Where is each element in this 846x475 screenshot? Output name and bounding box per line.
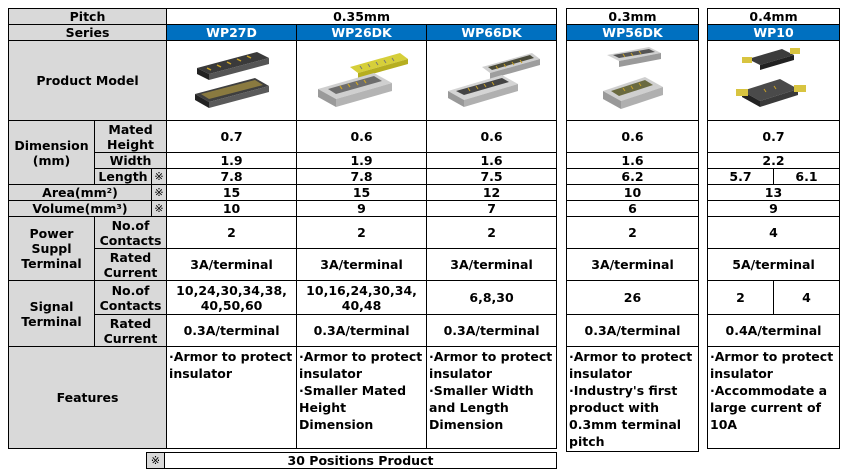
power-contacts-wp66dk: 2 — [426, 216, 558, 249]
width-wp26dk: 1.9 — [296, 152, 428, 169]
signal-contacts-label: No.of Contacts — [93, 280, 168, 315]
spec-table-main: Pitch 0.35mm Series WP27D WP26DK WP66DK … — [7, 8, 558, 449]
volume-mark: ※ — [150, 200, 168, 217]
series-wp66dk: WP66DK — [426, 24, 558, 41]
area-wp26dk: 15 — [296, 184, 428, 201]
signal-current-label: Rated Current — [93, 314, 168, 347]
mated-wp66dk: 0.6 — [426, 120, 558, 153]
product-image-wp10 — [706, 40, 841, 121]
features-wp56dk: ·Armor to protect insulator ·Industry's … — [566, 346, 699, 452]
signal-contacts-wp26dk: 10,16,24,30,34, 40,48 — [296, 280, 428, 315]
spec-table-03: 0.3mm WP56DK 0.6 1.6 — [566, 8, 699, 452]
power-current-wp66dk: 3A/terminal — [426, 248, 558, 281]
area-wp10: 13 — [706, 184, 841, 201]
feature-item: ·Smaller Mated Height Dimension — [299, 383, 407, 432]
signal-contacts-wp66dk: 6,8,30 — [426, 280, 558, 315]
length-label: Length — [94, 168, 152, 185]
series-label: Series — [7, 24, 168, 41]
mated-height-label: Mated Height — [93, 120, 168, 153]
features-wp10: ·Armor to protect insulator ·Accommodate… — [706, 346, 841, 449]
signal-contacts-wp27d: 10,24,30,34,38, 40,50,60 — [166, 280, 298, 315]
length-wp27d: 7.8 — [166, 168, 298, 185]
product-image-wp56dk — [566, 40, 699, 121]
power-contacts-wp26dk: 2 — [296, 216, 428, 249]
area-wp27d: 15 — [166, 184, 298, 201]
volume-wp66dk: 7 — [426, 200, 558, 217]
width-wp10: 2.2 — [706, 152, 841, 169]
dimension-label: Dimension (mm) — [8, 120, 95, 185]
mated-wp10: 0.7 — [706, 120, 841, 153]
power-terminal-label: Power Suppl Terminal — [8, 216, 95, 281]
length-wp26dk: 7.8 — [296, 168, 428, 185]
mated-wp56dk: 0.6 — [566, 120, 699, 153]
feature-item: ·Smaller Width and Length Dimension — [429, 383, 534, 432]
signal-current-wp66dk: 0.3A/terminal — [426, 314, 558, 347]
length-wp56dk: 6.2 — [566, 168, 699, 185]
power-current-label: Rated Current — [93, 248, 168, 281]
footnote-mark: ※ — [146, 452, 165, 469]
pitch-035: 0.35mm — [166, 8, 558, 25]
area-mark: ※ — [150, 184, 168, 201]
series-wp26dk: WP26DK — [296, 24, 428, 41]
length-wp66dk: 7.5 — [426, 168, 558, 185]
area-label: Area(mm²) — [8, 184, 152, 201]
volume-wp27d: 10 — [166, 200, 298, 217]
feature-item: ·Armor to protect insulator — [710, 349, 834, 381]
volume-wp56dk: 6 — [566, 200, 699, 217]
features-wp66dk: ·Armor to protect insulator ·Smaller Wid… — [426, 346, 558, 449]
length-wp10-b: 6.1 — [772, 168, 841, 185]
pitch-04: 0.4mm — [706, 8, 841, 25]
feature-item: ·Armor to protect insulator — [429, 349, 553, 381]
power-current-wp10: 5A/terminal — [706, 248, 841, 281]
volume-wp26dk: 9 — [296, 200, 428, 217]
signal-contacts-wp56dk: 26 — [566, 280, 699, 315]
power-contacts-label: No.of Contacts — [93, 216, 168, 249]
signal-current-wp26dk: 0.3A/terminal — [296, 314, 428, 347]
power-current-wp56dk: 3A/terminal — [566, 248, 699, 281]
length-mark: ※ — [150, 168, 168, 185]
area-wp56dk: 10 — [566, 184, 699, 201]
power-current-wp26dk: 3A/terminal — [296, 248, 428, 281]
width-wp66dk: 1.6 — [426, 152, 558, 169]
footnote: ※ 30 Positions Product — [146, 452, 557, 469]
series-wp56dk: WP56DK — [566, 24, 699, 41]
series-wp27d: WP27D — [166, 24, 298, 41]
power-contacts-wp10: 4 — [706, 216, 841, 249]
signal-contacts-wp10-b: 4 — [772, 280, 841, 315]
signal-current-wp56dk: 0.3A/terminal — [566, 314, 699, 347]
power-contacts-wp27d: 2 — [166, 216, 298, 249]
features-label: Features — [7, 346, 168, 449]
width-wp27d: 1.9 — [166, 152, 298, 169]
product-image-wp26dk — [296, 40, 428, 121]
length-wp10-a: 5.7 — [707, 168, 774, 185]
spec-table-04: 0.4mm WP10 0.7 2.2 5.7 6.1 13 9 4 — [706, 8, 841, 449]
width-wp56dk: 1.6 — [566, 152, 699, 169]
feature-item: ·Armor to protect insulator — [169, 349, 293, 381]
product-image-wp27d — [166, 40, 298, 121]
pitch-03: 0.3mm — [566, 8, 699, 25]
power-current-wp27d: 3A/terminal — [166, 248, 298, 281]
product-image-wp66dk — [426, 40, 558, 121]
signal-current-wp27d: 0.3A/terminal — [166, 314, 298, 347]
area-wp66dk: 12 — [426, 184, 558, 201]
series-wp10: WP10 — [706, 24, 841, 41]
signal-current-wp10: 0.4A/terminal — [706, 314, 841, 347]
width-label: Width — [93, 152, 168, 169]
footnote-text: 30 Positions Product — [164, 452, 557, 469]
pitch-label: Pitch — [7, 8, 168, 25]
features-wp26dk: ·Armor to protect insulator ·Smaller Mat… — [296, 346, 428, 449]
feature-item: ·Accommodate a large current of 10A — [710, 383, 828, 432]
product-model-label: Product Model — [7, 40, 168, 121]
power-contacts-wp56dk: 2 — [566, 216, 699, 249]
volume-label: Volume(mm³) — [8, 200, 152, 217]
features-wp27d: ·Armor to protect insulator — [166, 346, 298, 449]
feature-item: ·Armor to protect insulator — [569, 349, 693, 381]
mated-wp27d: 0.7 — [166, 120, 298, 153]
signal-terminal-label: Signal Terminal — [8, 280, 95, 347]
mated-wp26dk: 0.6 — [296, 120, 428, 153]
volume-wp10: 9 — [706, 200, 841, 217]
signal-contacts-wp10-a: 2 — [707, 280, 774, 315]
feature-item: ·Industry's first product with 0.3mm ter… — [569, 383, 682, 449]
feature-item: ·Armor to protect insulator — [299, 349, 423, 381]
